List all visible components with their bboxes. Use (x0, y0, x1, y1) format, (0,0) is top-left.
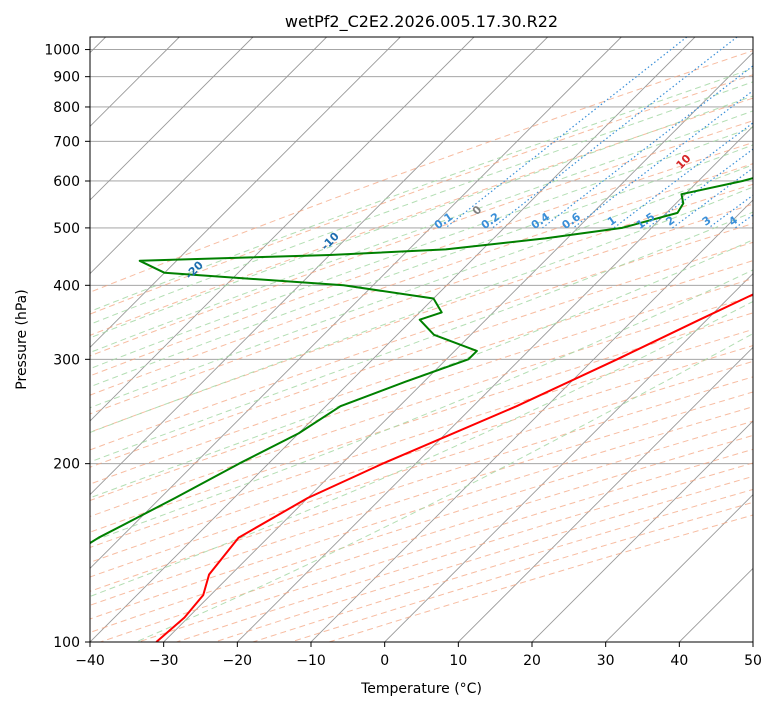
y-tick-label: 600 (53, 174, 80, 190)
isotherm-line (90, 37, 401, 348)
dry-adiabat-line (90, 141, 753, 377)
x-tick-label: 30 (597, 653, 615, 669)
mixing-ratio-line (492, 37, 738, 229)
dry-adiabat-line (90, 74, 753, 315)
mixing-ratio-line (734, 214, 753, 229)
moist-adiabat-line (90, 67, 753, 313)
x-tick-label: 20 (523, 653, 541, 669)
dry-adiabat-line (90, 222, 753, 451)
moist-adiabat-line (90, 186, 753, 434)
isotherm-line (90, 37, 327, 275)
y-tick-label: 500 (53, 221, 80, 237)
moist-adiabat-line (90, 144, 753, 388)
isotherm-line (384, 273, 753, 642)
isotherm-line (679, 567, 753, 642)
mixing-ratio-label: 2 (664, 214, 678, 229)
isotherm-line (531, 420, 753, 642)
y-axis-label: Pressure (hPa) (14, 289, 30, 389)
isotherm-line (90, 37, 622, 569)
moist-adiabat-line (90, 110, 753, 354)
dry-adiabat-line (90, 203, 753, 433)
mixing-ratio-label: 0.4 (529, 210, 553, 232)
x-tick-label: −30 (149, 653, 179, 669)
y-tick-label: 700 (53, 134, 80, 150)
dry-adiabat-line (90, 163, 753, 396)
plot-frame (89, 36, 754, 643)
moist-adiabat-line (90, 164, 753, 409)
dry-adiabat-line (90, 260, 753, 485)
moist-adiabat-line (90, 126, 753, 370)
y-tick-label: 100 (53, 635, 80, 651)
dry-adiabat-line (214, 475, 753, 642)
dry-adiabat-line (90, 97, 753, 336)
isotherm-line (310, 199, 753, 642)
x-tick-label: 40 (670, 653, 688, 669)
dry-adiabat-label: -30 (43, 291, 66, 314)
dewpoint-profile-line (90, 177, 753, 545)
dry-adiabat-line (90, 278, 753, 502)
isotherm-line (163, 52, 753, 642)
isotherm-line (752, 641, 753, 642)
isotherm-line (90, 37, 548, 496)
chart-title: wetPf2_C2E2.2026.005.17.30.R22 (285, 12, 558, 32)
y-tick-label: 1000 (44, 43, 80, 59)
y-tick-label: 900 (53, 70, 80, 86)
dry-adiabat-label: -20 (183, 258, 206, 281)
dry-adiabat-line (290, 501, 753, 642)
isotherm-line (90, 37, 254, 201)
y-tick-label: 800 (53, 100, 80, 116)
isotherm-line (237, 125, 753, 642)
dry-adiabat-line (90, 312, 753, 533)
dry-adiabat-line (328, 514, 753, 642)
dry-adiabat-line (90, 360, 753, 578)
mixing-ratio-label: 6 (765, 213, 775, 228)
x-tick-label: −10 (296, 653, 326, 669)
moist-adiabat-line (90, 95, 753, 339)
dry-adiabat-line (90, 391, 753, 606)
isotherm-line (90, 37, 696, 642)
mixing-ratio-line (542, 65, 753, 229)
dry-adiabat-line (90, 120, 753, 357)
mixing-ratio-line (572, 89, 753, 229)
x-axis-label: Temperature (°C) (360, 681, 482, 697)
mixing-ratio-line (672, 167, 753, 229)
isotherm-line (458, 346, 753, 642)
isotherm-line (90, 37, 475, 422)
x-tick-label: 50 (744, 653, 762, 669)
isotherm-line (605, 494, 753, 642)
y-tick-label: 300 (53, 352, 80, 368)
dry-adiabat-line (90, 420, 753, 633)
x-tick-label: 10 (449, 653, 467, 669)
moist-adiabat-line (90, 81, 753, 325)
mixing-ratio-label: 4 (726, 213, 740, 228)
moist-adiabat-line (90, 211, 753, 463)
mixing-ratio-label: 1.5 (634, 210, 657, 232)
dry-adiabat-line (90, 50, 753, 293)
moist-adiabat-line (135, 333, 753, 642)
y-tick-label: 400 (53, 278, 80, 294)
mixing-ratio-line (613, 122, 753, 229)
x-tick-label: 0 (380, 653, 389, 669)
x-tick-label: −40 (75, 653, 105, 669)
dry-adiabat-line (100, 434, 753, 642)
y-tick-label: 200 (53, 457, 80, 473)
temperature-profile-line (155, 293, 753, 642)
x-tick-label: −20 (223, 653, 253, 669)
